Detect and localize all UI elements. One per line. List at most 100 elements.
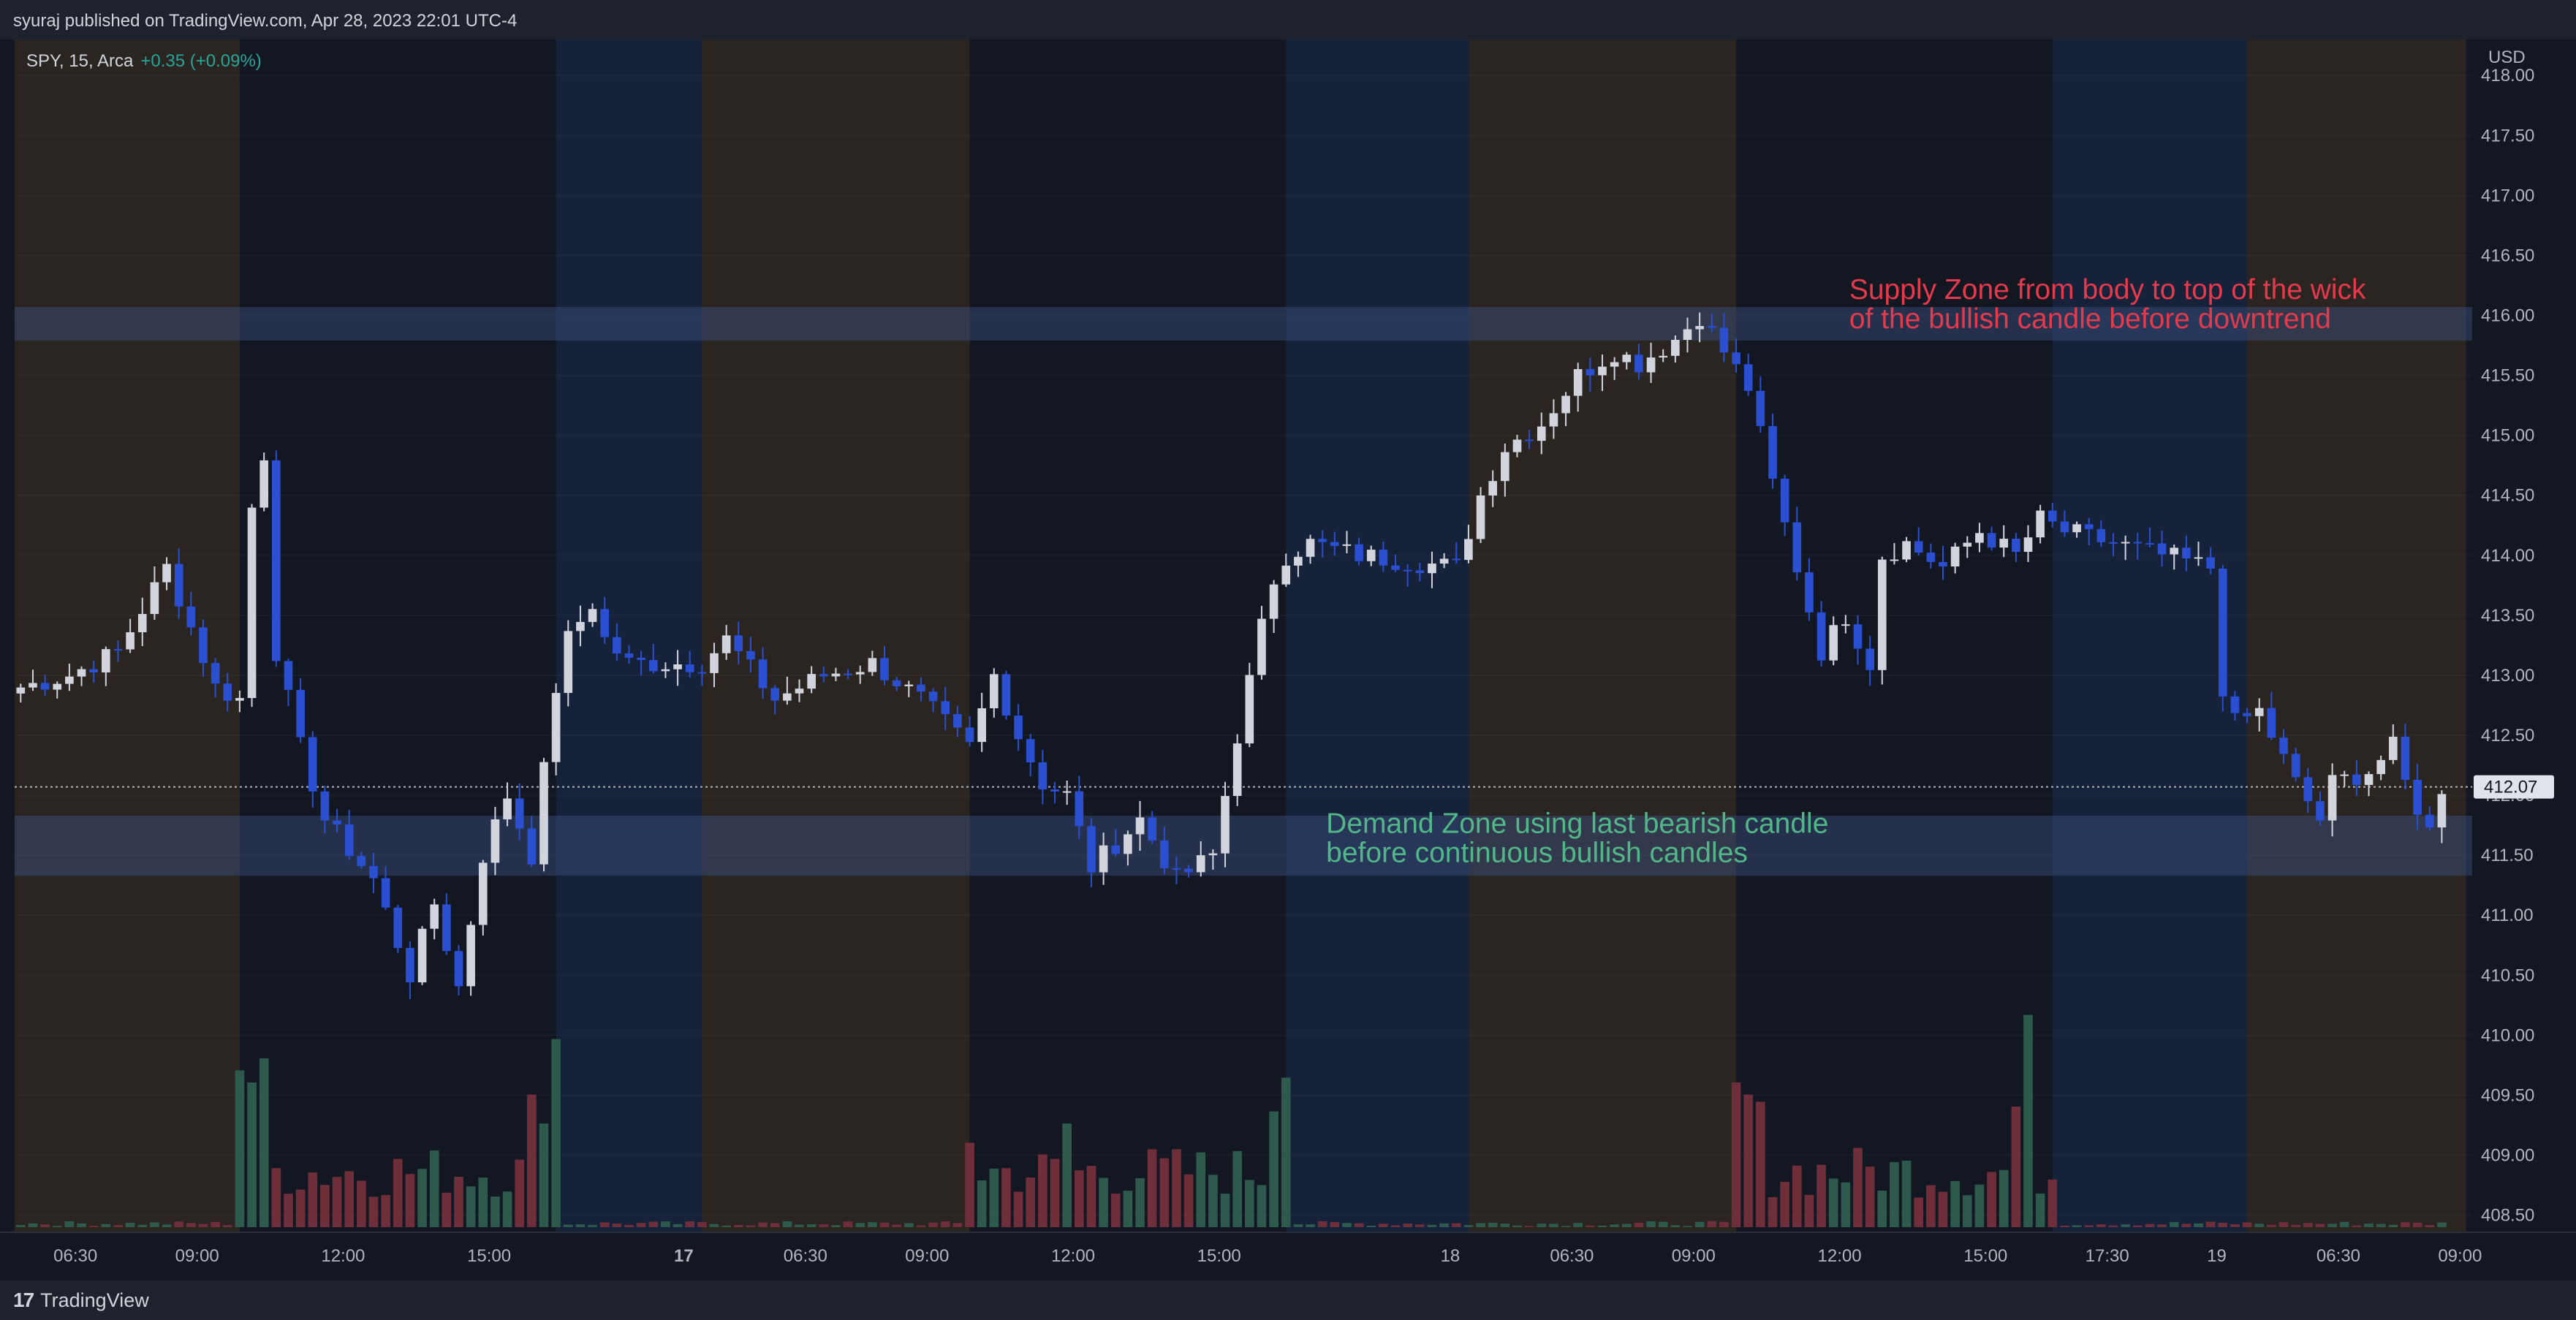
candle-bearish	[223, 683, 232, 701]
price-tick-label: 418.00	[2481, 66, 2534, 86]
symbol-legend[interactable]: SPY, 15, Arca +0.35 (+0.09%)	[26, 51, 262, 72]
demand-note-line-1: Demand Zone using last bearish candle	[1326, 808, 1828, 840]
candlestick-chart[interactable]: Supply Zone from body to top of the wick…	[0, 39, 2576, 1281]
volume-bar	[1244, 1180, 1254, 1227]
volume-bar	[247, 1082, 257, 1227]
candle-bearish	[2291, 754, 2300, 778]
volume-bar	[1756, 1101, 1765, 1227]
candle-bearish	[1586, 369, 1595, 376]
candle-bearish	[199, 627, 208, 664]
volume-bar	[1877, 1190, 1887, 1227]
attribution-bar: syuraj published on TradingView.com, Apr…	[0, 0, 2576, 39]
candle-bearish	[186, 606, 196, 628]
session-band-afterhours	[2052, 39, 2248, 1233]
volume-bar	[1853, 1148, 1863, 1227]
footer-bar: 17 TradingView	[0, 1281, 2576, 1320]
candle-bullish	[1610, 362, 1619, 367]
candle-bearish	[685, 664, 694, 672]
volume-bar	[2254, 1224, 2265, 1227]
volume-bar	[733, 1224, 743, 1227]
candle-bullish	[150, 582, 159, 615]
brand[interactable]: 17 TradingView	[13, 1281, 149, 1320]
volume-bar	[368, 1196, 379, 1227]
volume-bar	[2218, 1222, 2228, 1227]
candle-bullish	[1646, 357, 1656, 373]
volume-bar	[1999, 1169, 2009, 1227]
supply-zone	[15, 307, 2472, 341]
volume-bar	[1281, 1077, 1291, 1227]
volume-bar	[1634, 1222, 1644, 1227]
candle-bearish	[1865, 648, 1874, 670]
volume-bar	[673, 1224, 683, 1227]
candle-bullish	[2072, 524, 2081, 533]
candle-bearish	[2401, 736, 2410, 780]
volume-bar	[2169, 1221, 2179, 1227]
candle-bearish	[1415, 570, 1425, 574]
candle-bullish	[2121, 542, 2130, 544]
candle-bearish	[734, 635, 743, 651]
price-tick-label: 414.00	[2481, 546, 2534, 566]
brand-label: TradingView	[40, 1289, 149, 1311]
volume-bar	[284, 1194, 293, 1227]
volume-bar	[1463, 1224, 1474, 1227]
volume-bar	[332, 1177, 342, 1227]
candle-bearish	[2182, 547, 2191, 559]
candle-bullish	[1366, 550, 1376, 561]
volume-bar	[271, 1168, 281, 1227]
volume-bar	[1987, 1172, 1996, 1227]
time-tick-label: 12:00	[321, 1246, 365, 1266]
candle-bullish	[989, 674, 999, 709]
volume-bar	[965, 1142, 974, 1227]
volume-bar	[1415, 1224, 1425, 1227]
volume-bar	[64, 1221, 75, 1227]
candle-bullish	[1950, 546, 1960, 567]
candle-bearish	[941, 701, 950, 714]
chart-area[interactable]: Supply Zone from body to top of the wick…	[0, 39, 2576, 1281]
time-tick-label: 06:30	[53, 1246, 97, 1266]
volume-bar	[1159, 1158, 1170, 1227]
volume-bar	[575, 1224, 586, 1227]
candle-bearish	[1075, 791, 1084, 827]
price-tick-label: 417.00	[2481, 186, 2534, 205]
session-band-afterhours	[1286, 39, 1469, 1233]
time-tick-label: 15:00	[1963, 1246, 2007, 1266]
candle-bearish	[2230, 696, 2240, 713]
volume-bar	[2205, 1221, 2216, 1227]
price-tick-label: 415.00	[2481, 426, 2534, 446]
volume-bar	[1427, 1224, 1437, 1227]
candle-bullish	[1232, 743, 1242, 797]
volume-bar	[1293, 1224, 1303, 1227]
volume-bar	[1731, 1082, 1741, 1227]
volume-bar	[1366, 1226, 1376, 1227]
candle-bearish	[2413, 779, 2422, 815]
volume-bar	[746, 1225, 756, 1227]
volume-bar	[1914, 1197, 1924, 1227]
candle-bullish	[710, 653, 719, 673]
candle-bearish	[648, 660, 658, 672]
candle-bearish	[113, 649, 123, 651]
volume-bar	[1026, 1177, 1036, 1227]
candle-bullish	[588, 609, 597, 622]
volume-bar	[2035, 1193, 2045, 1227]
volume-bar	[308, 1172, 318, 1227]
volume-bar	[2425, 1225, 2435, 1227]
volume-bar	[563, 1224, 573, 1227]
time-tick-label: 09:00	[905, 1246, 949, 1266]
candle-bullish	[1062, 791, 1072, 793]
candle-bearish	[1038, 762, 1048, 790]
time-tick-label: 17	[674, 1246, 694, 1266]
volume-bar	[2011, 1107, 2021, 1227]
candle-bullish	[2327, 775, 2337, 821]
volume-bar	[892, 1224, 901, 1227]
volume-bar	[1768, 1197, 1778, 1227]
time-tick-label: 09:00	[2438, 1246, 2482, 1266]
candle-bearish	[1318, 539, 1327, 542]
volume-bar	[599, 1222, 610, 1227]
volume-bar	[1403, 1224, 1413, 1227]
volume-bar	[977, 1180, 987, 1227]
volume-bar	[539, 1123, 549, 1227]
volume-bar	[1646, 1221, 1656, 1227]
volume-bar	[125, 1223, 135, 1227]
volume-bar	[1196, 1152, 1206, 1227]
